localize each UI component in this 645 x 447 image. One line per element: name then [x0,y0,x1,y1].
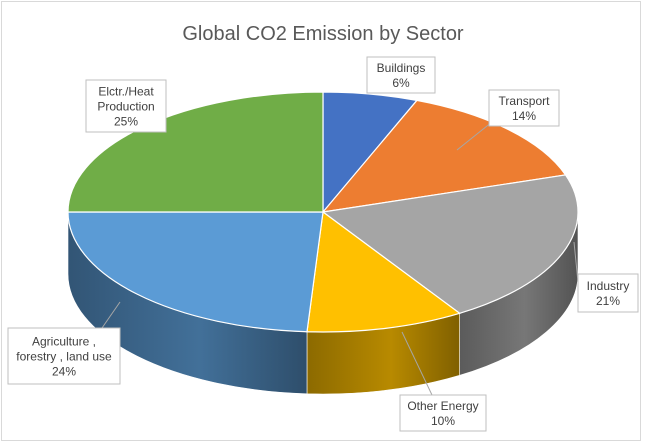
data-label-category: forestry , land use [16,350,112,364]
data-label-category: Transport [499,94,551,108]
leader-line [401,331,433,396]
pie-slice [67,211,324,333]
data-label-box [7,327,121,385]
data-label-category: Production [97,100,154,114]
leader-line [456,121,493,151]
data-label-box [399,394,487,432]
data-label-box [366,56,436,94]
data-label-category: Industry [587,279,630,293]
data-label-value: 24% [52,365,76,379]
data-label-box [488,89,560,127]
chart-title: Global CO2 Emission by Sector [182,23,464,45]
data-label-value: 25% [114,115,138,129]
leader-line [101,301,121,329]
data-label-value: 14% [512,109,536,123]
data-label-value: 10% [431,414,455,428]
data-label-category: Elctr./Heat [98,85,154,99]
chart-area: Global CO2 Emission by Sector Buildings 6… [1,1,641,441]
pie-slices [67,91,579,333]
data-label-value: 6% [392,76,410,90]
data-label-category: Agriculture , [32,335,96,349]
data-label-box [577,273,639,313]
pie-slice [306,210,461,333]
data-label-value: 21% [596,294,620,308]
data-label-category: Buildings [377,61,426,75]
leader-line [573,241,579,283]
pie-slice [321,174,579,314]
data-label-category: Other Energy [407,399,478,413]
data-label-box [85,79,167,133]
